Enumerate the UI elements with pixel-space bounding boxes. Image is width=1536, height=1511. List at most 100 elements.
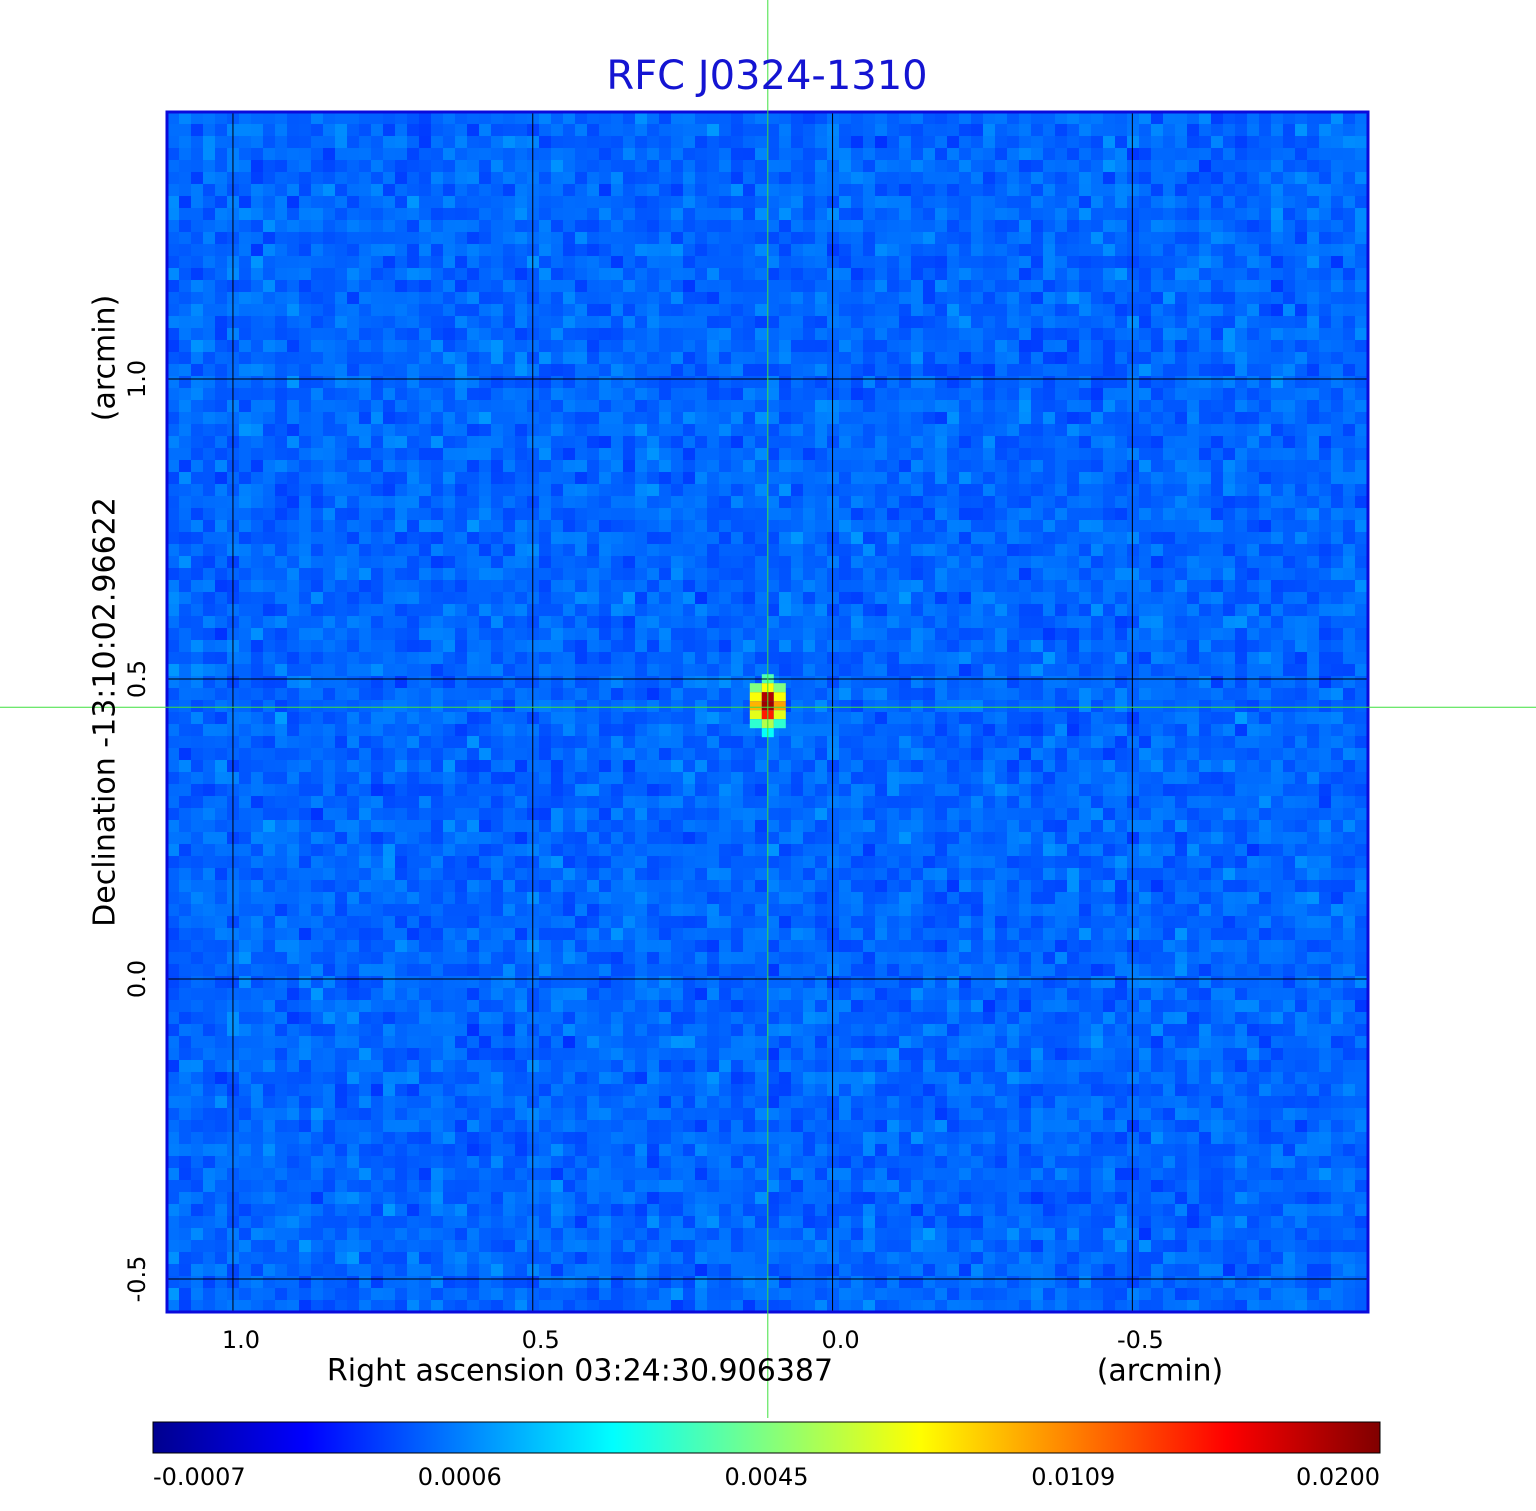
noise-pixel bbox=[563, 400, 576, 413]
noise-pixel bbox=[635, 508, 648, 521]
noise-pixel bbox=[1319, 544, 1332, 557]
noise-pixel bbox=[803, 232, 816, 245]
noise-pixel bbox=[515, 136, 528, 149]
noise-pixel bbox=[983, 508, 996, 521]
noise-pixel bbox=[599, 472, 612, 485]
noise-pixel bbox=[791, 412, 804, 425]
noise-pixel bbox=[263, 544, 276, 557]
noise-pixel bbox=[179, 208, 192, 221]
noise-pixel bbox=[1043, 472, 1056, 485]
noise-pixel bbox=[1223, 388, 1236, 401]
noise-pixel bbox=[551, 700, 564, 713]
noise-pixel bbox=[1091, 592, 1104, 605]
noise-pixel bbox=[335, 220, 348, 233]
noise-pixel bbox=[1199, 520, 1212, 533]
noise-pixel bbox=[683, 640, 696, 653]
noise-pixel bbox=[275, 376, 288, 389]
noise-pixel bbox=[863, 388, 876, 401]
noise-pixel bbox=[359, 316, 372, 329]
noise-pixel bbox=[827, 424, 840, 437]
noise-pixel bbox=[983, 580, 996, 593]
noise-pixel bbox=[371, 136, 384, 149]
noise-pixel bbox=[515, 220, 528, 233]
noise-pixel bbox=[263, 280, 276, 293]
noise-pixel bbox=[287, 496, 300, 509]
noise-pixel bbox=[683, 364, 696, 377]
noise-pixel bbox=[887, 652, 900, 665]
noise-pixel bbox=[839, 400, 852, 413]
noise-pixel bbox=[323, 520, 336, 533]
noise-pixel bbox=[1079, 256, 1092, 269]
noise-pixel bbox=[395, 196, 408, 209]
noise-pixel bbox=[275, 220, 288, 233]
noise-pixel bbox=[599, 508, 612, 521]
noise-pixel bbox=[695, 508, 708, 521]
noise-pixel bbox=[383, 196, 396, 209]
noise-pixel bbox=[1031, 640, 1044, 653]
noise-pixel bbox=[203, 256, 216, 269]
noise-pixel bbox=[1331, 208, 1344, 221]
noise-pixel bbox=[1259, 292, 1272, 305]
noise-pixel bbox=[335, 244, 348, 257]
noise-pixel bbox=[1235, 184, 1248, 197]
noise-pixel bbox=[971, 244, 984, 257]
noise-pixel bbox=[371, 544, 384, 557]
noise-pixel bbox=[1247, 292, 1260, 305]
noise-pixel bbox=[419, 592, 432, 605]
noise-pixel bbox=[1319, 340, 1332, 353]
noise-pixel bbox=[599, 136, 612, 149]
noise-pixel bbox=[911, 340, 924, 353]
noise-pixel bbox=[935, 220, 948, 233]
noise-pixel bbox=[1007, 652, 1020, 665]
noise-pixel bbox=[575, 220, 588, 233]
noise-pixel bbox=[911, 196, 924, 209]
noise-pixel bbox=[1343, 340, 1356, 353]
noise-pixel bbox=[647, 436, 660, 449]
noise-pixel bbox=[863, 172, 876, 185]
noise-pixel bbox=[863, 496, 876, 509]
noise-pixel bbox=[899, 652, 912, 665]
noise-pixel bbox=[1103, 124, 1116, 137]
noise-pixel bbox=[695, 580, 708, 593]
noise-pixel bbox=[1247, 184, 1260, 197]
noise-pixel bbox=[311, 628, 324, 641]
noise-pixel bbox=[827, 136, 840, 149]
noise-pixel bbox=[371, 316, 384, 329]
noise-pixel bbox=[215, 676, 228, 689]
noise-pixel bbox=[1247, 112, 1260, 125]
noise-pixel bbox=[827, 544, 840, 557]
noise-pixel bbox=[899, 196, 912, 209]
noise-pixel bbox=[503, 268, 516, 281]
noise-pixel bbox=[1283, 304, 1296, 317]
noise-pixel bbox=[899, 160, 912, 173]
noise-pixel bbox=[587, 232, 600, 245]
noise-pixel bbox=[407, 628, 420, 641]
noise-pixel bbox=[743, 172, 756, 185]
noise-pixel bbox=[1079, 304, 1092, 317]
noise-pixel bbox=[275, 460, 288, 473]
noise-pixel bbox=[431, 652, 444, 665]
noise-pixel bbox=[1283, 520, 1296, 533]
noise-pixel bbox=[827, 220, 840, 233]
noise-pixel bbox=[671, 280, 684, 293]
noise-pixel bbox=[887, 280, 900, 293]
noise-pixel bbox=[635, 424, 648, 437]
noise-pixel bbox=[287, 316, 300, 329]
noise-pixel bbox=[719, 232, 732, 245]
noise-pixel bbox=[551, 328, 564, 341]
noise-pixel bbox=[347, 256, 360, 269]
noise-pixel bbox=[563, 664, 576, 677]
noise-pixel bbox=[407, 124, 420, 137]
noise-pixel bbox=[443, 364, 456, 377]
noise-pixel bbox=[503, 172, 516, 185]
noise-pixel bbox=[263, 196, 276, 209]
noise-pixel bbox=[263, 376, 276, 389]
noise-pixel bbox=[431, 232, 444, 245]
noise-pixel bbox=[1187, 520, 1200, 533]
noise-pixel bbox=[179, 700, 192, 713]
noise-pixel bbox=[947, 364, 960, 377]
noise-pixel bbox=[935, 232, 948, 245]
noise-pixel bbox=[1211, 472, 1224, 485]
noise-pixel bbox=[779, 352, 792, 365]
noise-pixel bbox=[299, 328, 312, 341]
